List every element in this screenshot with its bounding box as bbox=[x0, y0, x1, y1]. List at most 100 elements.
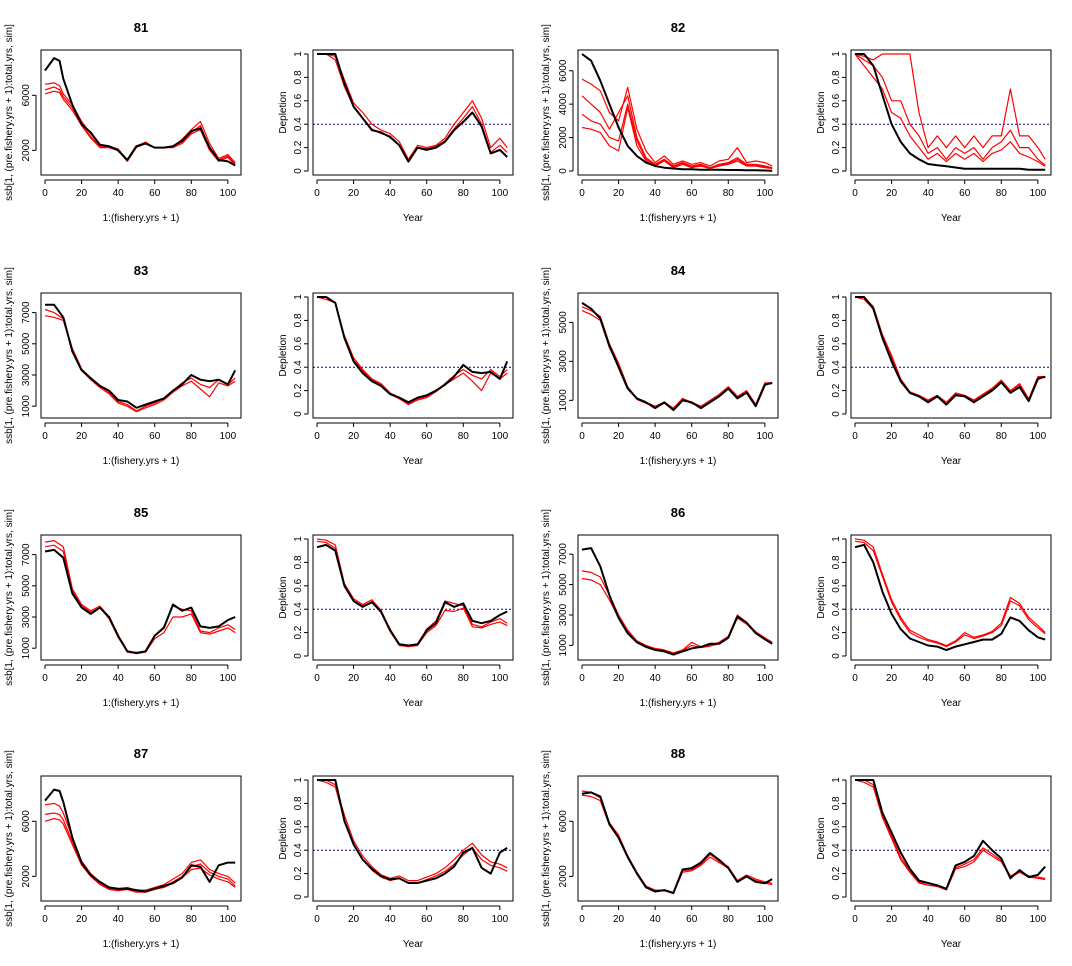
y-tick-label: 0.4 bbox=[293, 843, 304, 857]
y-tick-label: 5000 bbox=[558, 311, 569, 334]
x-tick-label: 80 bbox=[996, 188, 1008, 199]
x-tick-label: 20 bbox=[886, 431, 898, 442]
x-tick-label: 40 bbox=[923, 431, 935, 442]
x-tick-label: 100 bbox=[220, 188, 237, 199]
series-group bbox=[316, 538, 508, 648]
x-tick-label: 40 bbox=[113, 431, 125, 442]
y-tick-label: 0.2 bbox=[293, 625, 304, 639]
series-line-simulated bbox=[317, 779, 508, 882]
series-group bbox=[581, 53, 773, 172]
plot-frame bbox=[850, 534, 1052, 661]
plot-frame bbox=[312, 49, 514, 176]
y-tick-label: 0.4 bbox=[831, 360, 842, 374]
y-tick-label: 3000 bbox=[21, 363, 32, 386]
plot-frame bbox=[40, 534, 242, 661]
panel-4: 0 20 40 60 80 100 Year 0 0.2 0.4 0.6 0.8 1 Depletion bbox=[816, 49, 1052, 224]
y-tick-label: 6000 bbox=[21, 84, 32, 107]
y-tick-label: 1 bbox=[831, 294, 842, 300]
series-line-simulated bbox=[854, 538, 1046, 647]
panel-9: 85 0 20 40 60 80 100 1:(fishery.yrs + 1) 1000 300… bbox=[4, 505, 242, 709]
panel-title: 84 bbox=[671, 263, 686, 278]
series-line-observed bbox=[854, 543, 1046, 652]
panel-title: 81 bbox=[134, 20, 148, 35]
y-tick-label: 0.6 bbox=[293, 819, 304, 833]
series-group bbox=[44, 303, 237, 413]
x-tick-label: 80 bbox=[996, 431, 1008, 442]
y-tick-label: 0 bbox=[558, 168, 569, 174]
y-tick-label: 2000 bbox=[558, 126, 569, 149]
y-tick-label: 1 bbox=[293, 536, 304, 542]
x-tick-label: 0 bbox=[852, 188, 858, 199]
y-tick-label: 0 bbox=[831, 653, 842, 659]
series-line-simulated bbox=[44, 817, 236, 893]
x-tick-label: 80 bbox=[458, 673, 470, 684]
series-line-simulated bbox=[316, 538, 508, 647]
y-axis-label: ssb[1, (pre.fishery.yrs + 1):total.yrs, … bbox=[541, 24, 552, 201]
series-line-simulated bbox=[316, 296, 508, 406]
y-axis-label: Depletion bbox=[278, 91, 289, 133]
series-line-simulated bbox=[44, 308, 236, 412]
y-tick-label: 0.2 bbox=[831, 140, 842, 154]
x-tick-label: 80 bbox=[186, 914, 198, 925]
panel-15: 88 0 20 40 60 80 100 1:(fishery.yrs + 1) 2000 600… bbox=[541, 746, 779, 950]
x-axis-label: 1:(fishery.yrs + 1) bbox=[640, 213, 717, 224]
panel-10: 0 20 40 60 80 100 Year 0 0.2 0.4 0.6 0.8 1 Depletion bbox=[278, 534, 514, 709]
y-tick-label: 1000 bbox=[558, 389, 569, 412]
series-line-observed bbox=[44, 788, 236, 893]
x-tick-label: 0 bbox=[42, 188, 48, 199]
x-tick-label: 80 bbox=[996, 914, 1008, 925]
x-tick-label: 20 bbox=[76, 431, 88, 442]
series-line-simulated bbox=[44, 812, 236, 893]
panel-13: 87 0 20 40 60 80 100 1:(fishery.yrs + 1) 2000 600… bbox=[4, 746, 242, 950]
x-axis-label: Year bbox=[403, 939, 424, 950]
y-tick-label: 0 bbox=[831, 168, 842, 174]
panel-6: 0 20 40 60 80 100 Year 0 0.2 0.4 0.6 0.8 1 Depletion bbox=[278, 292, 514, 467]
x-tick-label: 20 bbox=[613, 431, 625, 442]
series-line-observed bbox=[581, 53, 773, 172]
y-tick-label: 0.8 bbox=[831, 555, 842, 569]
y-tick-label: 1 bbox=[831, 777, 842, 783]
series-line-observed bbox=[855, 296, 1046, 406]
series-line-observed bbox=[44, 548, 236, 654]
x-tick-label: 20 bbox=[886, 673, 898, 684]
x-tick-label: 80 bbox=[458, 431, 470, 442]
y-tick-label: 0.6 bbox=[293, 93, 304, 107]
x-tick-label: 0 bbox=[42, 914, 48, 925]
x-tick-label: 40 bbox=[650, 914, 662, 925]
series-line-observed bbox=[45, 303, 237, 409]
series-line-simulated bbox=[581, 95, 773, 169]
y-tick-label: 0.8 bbox=[831, 70, 842, 84]
y-tick-label: 0.2 bbox=[831, 866, 842, 880]
plot-frame bbox=[577, 292, 779, 419]
y-tick-label: 0.4 bbox=[831, 117, 842, 131]
y-axis-label: ssb[1, (pre.fishery.yrs + 1):total.yrs, … bbox=[541, 509, 552, 686]
series-line-observed bbox=[317, 779, 508, 884]
y-tick-label: 0.8 bbox=[293, 70, 304, 84]
y-axis-label: ssb[1, (pre.fishery.yrs + 1):total.yrs, … bbox=[4, 509, 15, 686]
x-tick-label: 40 bbox=[923, 188, 935, 199]
x-tick-label: 40 bbox=[650, 431, 662, 442]
y-tick-label: 0 bbox=[293, 653, 304, 659]
series-line-observed bbox=[581, 791, 773, 894]
y-tick-label: 0.4 bbox=[831, 602, 842, 616]
series-line-simulated bbox=[316, 779, 508, 884]
x-tick-label: 100 bbox=[1030, 914, 1047, 925]
panel-14: 0 20 40 60 80 100 Year 0 0.2 0.4 0.6 0.8 1 Depletion bbox=[278, 775, 514, 950]
plot-frame bbox=[577, 775, 779, 902]
y-tick-label: 0.2 bbox=[293, 866, 304, 880]
y-tick-label: 0.2 bbox=[293, 140, 304, 154]
x-tick-label: 60 bbox=[959, 914, 971, 925]
y-tick-label: 3000 bbox=[558, 603, 569, 626]
series-line-simulated bbox=[581, 103, 773, 169]
y-axis-label: ssb[1, (pre.fishery.yrs + 1):total.yrs, … bbox=[4, 24, 15, 201]
x-tick-label: 40 bbox=[385, 914, 397, 925]
panel-1: 81 0 20 40 60 80 100 1:(fishery.yrs + 1) 2000 600… bbox=[4, 20, 242, 224]
x-tick-label: 20 bbox=[886, 914, 898, 925]
x-tick-label: 100 bbox=[1030, 673, 1047, 684]
x-tick-label: 20 bbox=[348, 431, 360, 442]
y-tick-label: 0.8 bbox=[831, 796, 842, 810]
y-tick-label: 6000 bbox=[21, 810, 32, 833]
x-axis-label: 1:(fishery.yrs + 1) bbox=[640, 939, 717, 950]
x-tick-label: 20 bbox=[886, 188, 898, 199]
y-tick-label: 5000 bbox=[21, 332, 32, 355]
